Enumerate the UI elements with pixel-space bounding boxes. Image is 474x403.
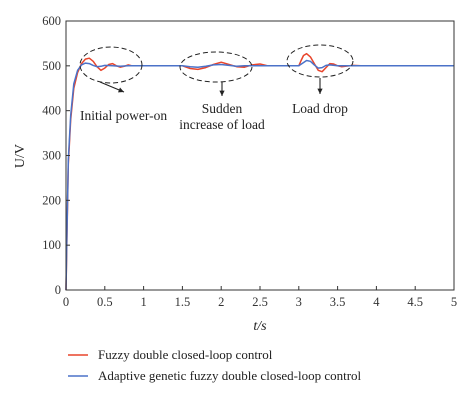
annotation-load-drop: Load drop	[292, 101, 348, 116]
series-line-1	[65, 52, 454, 291]
highlight-ellipse	[79, 46, 143, 84]
x-tick-label: 3.5	[330, 295, 346, 309]
legend-label-adaptive: Adaptive genetic fuzzy double closed-loo…	[98, 368, 362, 383]
plot-frame	[65, 20, 455, 291]
y-tick-label: 600	[42, 14, 61, 28]
y-tick-label: 0	[55, 283, 61, 297]
x-tick-label: 5	[451, 295, 457, 309]
y-tick-label: 100	[42, 238, 61, 252]
y-tick-label: 500	[42, 59, 61, 73]
series-lines	[65, 52, 454, 291]
x-tick-label: 2.5	[252, 295, 268, 309]
highlight-ellipse	[286, 44, 354, 78]
x-tick-label: 1.5	[175, 295, 191, 309]
annotation-sudden-line2: increase of load	[179, 117, 265, 132]
annotation-arrows	[99, 78, 323, 96]
y-tick-label: 200	[42, 193, 61, 207]
x-axis-ticks: 0 0.5 1 1.5 2 2.5 3 3.5 4 4.5 5	[63, 286, 457, 309]
x-tick-label: 4.5	[407, 295, 423, 309]
y-tick-label: 400	[42, 104, 61, 118]
annotation-arrowhead	[317, 88, 323, 94]
x-tick-label: 0.5	[97, 295, 113, 309]
x-tick-label: 1	[140, 295, 146, 309]
y-axis-title: U/V	[13, 144, 28, 168]
x-tick-label: 0	[63, 295, 69, 309]
annotation-sudden-line1: Sudden	[202, 101, 243, 116]
x-tick-label: 4	[373, 295, 380, 309]
x-axis-title: t/s	[253, 319, 267, 334]
series-line-2	[65, 59, 454, 291]
annotation-initial-power-on: Initial power-on	[80, 108, 167, 123]
annotation-arrowhead	[219, 90, 225, 96]
legend-label-fuzzy: Fuzzy double closed-loop control	[98, 347, 273, 362]
highlight-ellipse	[179, 51, 253, 83]
y-axis-ticks: 0 100 200 300 400 500 600	[42, 14, 70, 297]
annotation-arrowhead	[118, 87, 124, 93]
annotation-ellipses	[79, 44, 354, 84]
x-tick-label: 3	[296, 295, 302, 309]
y-tick-label: 300	[42, 149, 61, 163]
x-tick-label: 2	[218, 295, 224, 309]
